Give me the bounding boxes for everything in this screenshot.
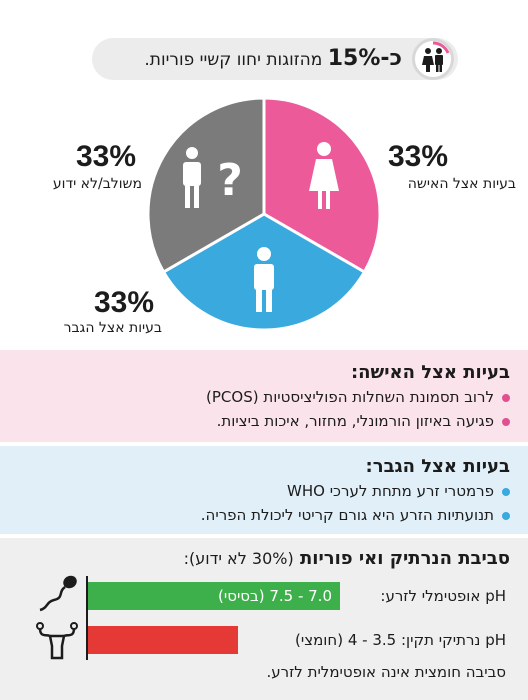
uterus-icon (36, 622, 78, 660)
vaginal-title-note: (30% לא ידוע): (183, 549, 294, 568)
vaginal-footer: סביבה חומצית אינה אופטימלית לזרע. (266, 663, 506, 681)
male-figure-icon (254, 247, 274, 312)
sperm-icon (39, 575, 77, 612)
pie-slice-unknown (146, 96, 266, 275)
list-item: פגיעה באיזון הורמונלי, מחזור, איכות ביצי… (217, 412, 510, 430)
man-item-2: תנועתיות הזרע היא גורם קריטי ליכולת הפרי… (200, 506, 494, 524)
man-problems-section: בעיות אצל הגבר: פרמטרי זרע מתחת לערכי WH… (0, 446, 528, 534)
banner-text: כ-15% מהזוגות יחוו קשיי פוריות. (144, 38, 402, 80)
vaginal-section-title: סביבת הנרתיק ואי פוריות (30% לא ידוע): (184, 548, 510, 569)
woman-section-title: בעיות אצל האישה: (350, 362, 510, 383)
woman-problems-section: בעיות אצל האישה: לרוב תסמונת השחלות הפול… (0, 350, 528, 442)
vaginal-ph-value (88, 626, 274, 654)
female-figure-icon (309, 142, 339, 209)
stat-banner: כ-15% מהזוגות יחוו קשיי פוריות. (92, 38, 458, 80)
man-item-1: פרמטרי זרע מתחת לערכי WHO (287, 482, 494, 500)
bullet-dot-icon (502, 511, 510, 520)
list-item: תנועתיות הזרע היא גורם קריטי ליכולת הפרי… (201, 506, 510, 524)
woman-item-2: פגיעה באיזון הורמונלי, מחזור, איכות ביצי… (216, 412, 494, 430)
sperm-ph-bar: 7.0 - 7.5 (בסיסי) (88, 582, 340, 610)
vaginal-ph-label-text: pH נרתיקי תקין: (400, 631, 506, 649)
woman-item-1: לרוב תסמונת השחלות הפוליציסטיות (PCOS) (206, 388, 494, 406)
vaginal-ph-bar (88, 626, 238, 654)
female-percent: 33% (388, 140, 449, 173)
vaginal-ph-label: pH נרתיקי תקין: 3.5 - 4 (חומצי) (295, 626, 506, 654)
question-mark: ? (217, 155, 243, 206)
unknown-label: משולב/לא ידוע (52, 176, 142, 192)
bullet-dot-icon (502, 487, 510, 496)
infertility-causes-pie: ? (146, 96, 382, 332)
unknown-percent: 33% (76, 140, 137, 173)
banner-prefix: כ- (380, 46, 402, 71)
male-label: בעיות אצל הגבר (63, 320, 162, 336)
vaginal-environment-section: סביבת הנרתיק ואי פוריות (30% לא ידוע): (0, 538, 528, 700)
banner-description: מהזוגות יחוו קשיי פוריות. (144, 50, 328, 70)
bullet-dot-icon (502, 417, 510, 426)
bars-axis-line (86, 576, 88, 660)
vaginal-ph-value-text: 3.5 - 4 (חומצי) (295, 631, 397, 649)
sperm-ph-value: 7.0 - 7.5 (בסיסי) (218, 587, 332, 605)
vaginal-title-text: סביבת הנרתיק ואי פוריות (299, 548, 510, 569)
couple-icon (412, 38, 454, 80)
female-label: בעיות אצל האישה (407, 176, 516, 192)
banner-percent: 15% (327, 46, 381, 71)
man-section-title: בעיות אצל הגבר: (365, 456, 510, 477)
sperm-ph-label: pH אופטימלי לזרע: (380, 587, 506, 605)
list-item: לרוב תסמונת השחלות הפוליציסטיות (PCOS) (206, 388, 510, 406)
male-percent: 33% (94, 286, 155, 319)
list-item: פרמטרי זרע מתחת לערכי WHO (287, 482, 510, 500)
unknown-figure-icon (183, 147, 201, 208)
bullet-dot-icon (502, 393, 510, 402)
